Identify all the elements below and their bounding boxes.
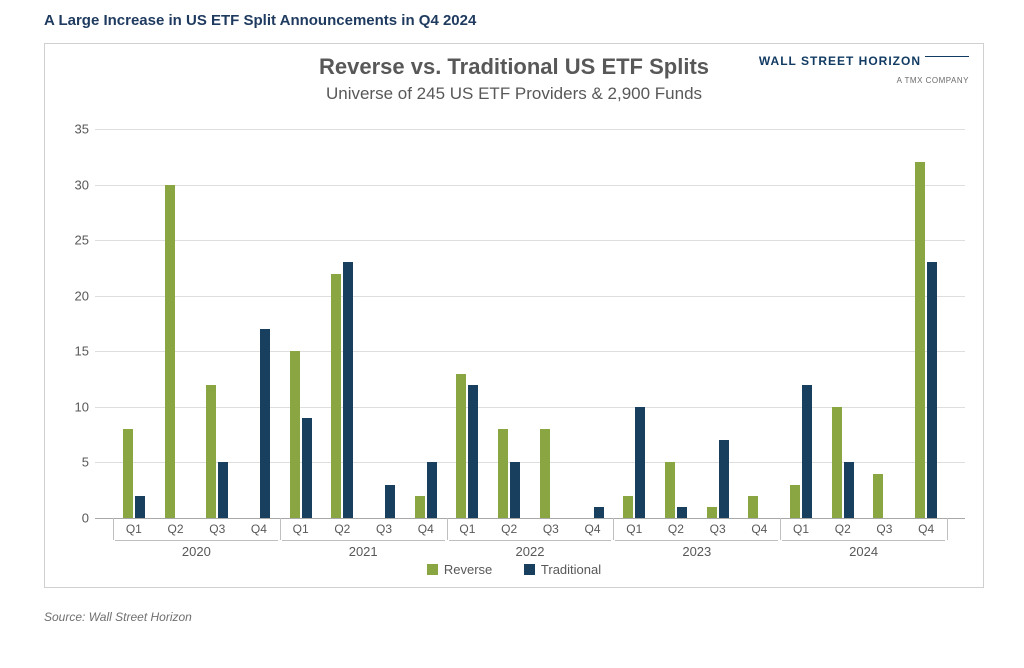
xtick-quarter: Q2 <box>334 522 350 536</box>
xtick-year: 2021 <box>349 544 378 559</box>
bar-reverse <box>498 429 508 518</box>
xtick-year: 2022 <box>516 544 545 559</box>
xtick-quarter: Q1 <box>793 522 809 536</box>
page-root: A Large Increase in US ETF Split Announc… <box>0 0 1024 624</box>
year-separator <box>613 518 614 540</box>
year-separator <box>280 518 281 540</box>
xtick-quarter: Q1 <box>626 522 642 536</box>
ytick-label: 30 <box>63 177 89 192</box>
xtick-quarter: Q4 <box>251 522 267 536</box>
bar-reverse <box>415 496 425 518</box>
bar-traditional <box>427 462 437 518</box>
year-baseline <box>282 540 445 541</box>
legend-item-reverse: Reverse <box>427 562 492 577</box>
xtick-quarter: Q3 <box>543 522 559 536</box>
year-separator <box>113 518 114 540</box>
brand-logo: WALL STREET HORIZON A TMX COMPANY <box>759 52 969 88</box>
chart-legend: Reverse Traditional <box>45 562 983 577</box>
year-baseline <box>782 540 945 541</box>
xtick-quarter: Q3 <box>376 522 392 536</box>
source-note: Source: Wall Street Horizon <box>44 610 980 624</box>
bar-reverse <box>123 429 133 518</box>
bar-reverse <box>165 185 175 518</box>
bar-traditional <box>385 485 395 518</box>
bar-reverse <box>623 496 633 518</box>
year-baseline <box>449 540 612 541</box>
gridline <box>95 185 965 186</box>
bar-reverse <box>790 485 800 518</box>
bar-reverse <box>665 462 675 518</box>
bar-traditional <box>302 418 312 518</box>
xtick-quarter: Q3 <box>209 522 225 536</box>
legend-item-traditional: Traditional <box>524 562 601 577</box>
bar-traditional <box>927 262 937 518</box>
xtick-quarter: Q2 <box>168 522 184 536</box>
gridline <box>95 240 965 241</box>
xtick-quarter: Q4 <box>585 522 601 536</box>
xtick-quarter: Q2 <box>501 522 517 536</box>
bar-reverse <box>832 407 842 518</box>
legend-swatch-reverse-icon <box>427 564 438 575</box>
bar-reverse <box>748 496 758 518</box>
xtick-quarter: Q2 <box>835 522 851 536</box>
bar-reverse <box>456 374 466 518</box>
ytick-label: 35 <box>63 122 89 137</box>
gridline <box>95 129 965 130</box>
ytick-label: 5 <box>63 455 89 470</box>
bar-traditional <box>343 262 353 518</box>
bar-traditional <box>594 507 604 518</box>
year-baseline <box>115 540 278 541</box>
bar-traditional <box>844 462 854 518</box>
bar-reverse <box>540 429 550 518</box>
year-separator <box>947 518 948 540</box>
bar-traditional <box>510 462 520 518</box>
ytick-label: 20 <box>63 288 89 303</box>
brand-line-icon <box>925 56 969 57</box>
xtick-quarter: Q4 <box>918 522 934 536</box>
legend-label-traditional: Traditional <box>541 562 601 577</box>
bar-traditional <box>218 462 228 518</box>
bar-traditional <box>719 440 729 518</box>
bar-reverse <box>290 351 300 518</box>
xtick-year: 2024 <box>849 544 878 559</box>
bar-traditional <box>260 329 270 518</box>
xtick-year: 2020 <box>182 544 211 559</box>
xtick-quarter: Q2 <box>668 522 684 536</box>
year-separator <box>780 518 781 540</box>
xtick-quarter: Q1 <box>293 522 309 536</box>
gridline <box>95 351 965 352</box>
xtick-quarter: Q1 <box>459 522 475 536</box>
year-separator <box>447 518 448 540</box>
xtick-quarter: Q3 <box>876 522 892 536</box>
bar-reverse <box>915 162 925 518</box>
year-baseline <box>615 540 778 541</box>
bar-traditional <box>635 407 645 518</box>
chart-container: Reverse vs. Traditional US ETF Splits Un… <box>44 43 984 588</box>
gridline <box>95 296 965 297</box>
ytick-label: 0 <box>63 511 89 526</box>
bar-reverse <box>331 274 341 518</box>
brand-main-text: WALL STREET HORIZON <box>759 54 921 68</box>
page-headline: A Large Increase in US ETF Split Announc… <box>44 12 980 29</box>
legend-swatch-traditional-icon <box>524 564 535 575</box>
gridline <box>95 518 965 519</box>
xtick-quarter: Q3 <box>710 522 726 536</box>
plot-area: 05101520253035Q1Q2Q3Q4Q1Q2Q3Q4Q1Q2Q3Q4Q1… <box>95 118 965 518</box>
xtick-year: 2023 <box>682 544 711 559</box>
bar-reverse <box>873 474 883 518</box>
xtick-quarter: Q4 <box>418 522 434 536</box>
bar-traditional <box>135 496 145 518</box>
ytick-label: 15 <box>63 344 89 359</box>
bar-traditional <box>468 385 478 518</box>
bar-reverse <box>707 507 717 518</box>
bar-traditional <box>802 385 812 518</box>
ytick-label: 25 <box>63 233 89 248</box>
brand-sub-text: A TMX COMPANY <box>897 76 969 85</box>
legend-label-reverse: Reverse <box>444 562 492 577</box>
bar-reverse <box>206 385 216 518</box>
bar-traditional <box>677 507 687 518</box>
xtick-quarter: Q4 <box>751 522 767 536</box>
xtick-quarter: Q1 <box>126 522 142 536</box>
ytick-label: 10 <box>63 399 89 414</box>
